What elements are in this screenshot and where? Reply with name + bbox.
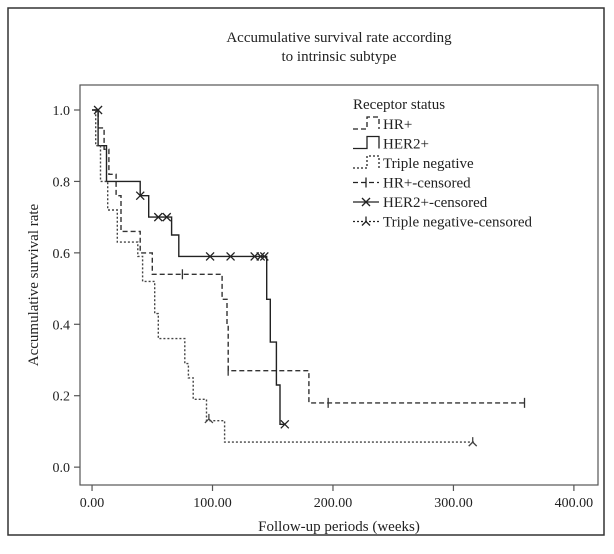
- legend-entry-4: HER2+-censored: [353, 195, 488, 211]
- legend-entry-5: Triple negative-censored: [353, 215, 532, 231]
- x-tick-label: 200.00: [314, 496, 353, 511]
- x-tick-label: 400.00: [555, 496, 594, 511]
- y-axis-label: Accumulative survival rate: [26, 203, 42, 366]
- legend-entry-2: Triple negative: [353, 155, 474, 172]
- y-tick-label: 0.6: [53, 247, 71, 262]
- legend-label: Triple negative: [383, 156, 474, 172]
- censor-marker-1: [93, 105, 103, 115]
- x-tick-label: 300.00: [434, 496, 473, 511]
- x-axis-label: Follow-up periods (weeks): [258, 519, 420, 535]
- legend-entry-3: HR+-censored: [353, 176, 471, 192]
- censor-marker-1: [135, 191, 145, 201]
- legend: Receptor status HR+ HER2+ Triple negative H…: [353, 97, 532, 231]
- legend-label: HER2+: [383, 137, 429, 153]
- censor-marker-1: [153, 212, 163, 222]
- censor-marker-1: [205, 251, 215, 261]
- censor-marker-2: [468, 437, 478, 447]
- censor-marker-1: [256, 251, 266, 261]
- legend-swatch: [353, 155, 380, 169]
- series-line-1: [92, 109, 285, 425]
- chart-title-line-1: Accumulative survival rate according: [226, 30, 452, 46]
- legend-label: HR+: [383, 117, 412, 133]
- legend-entry-1: HER2+: [353, 135, 429, 153]
- legend-entry-0: HR+: [353, 116, 412, 133]
- series-line-0: [92, 109, 526, 404]
- legend-marker: [361, 197, 371, 207]
- x-axis: 0.00 100.00 200.00 300.00 400.00: [80, 485, 593, 511]
- censor-marker-1: [280, 419, 290, 429]
- legend-label: Triple negative-censored: [383, 215, 532, 231]
- y-tick-label: 1.0: [53, 104, 71, 119]
- censor-marker-1: [259, 251, 269, 261]
- y-tick-label: 0.4: [53, 318, 71, 333]
- plot-frame: [79, 84, 599, 486]
- y-tick-label: 0.0: [53, 461, 71, 476]
- legend-label: HER2+-censored: [383, 195, 488, 211]
- legend-marker: [361, 216, 371, 226]
- x-tick-label: 100.00: [193, 496, 232, 511]
- censor-marker-2: [204, 413, 214, 424]
- series-line-2: [92, 109, 476, 443]
- series-layer: [92, 105, 526, 447]
- chart-title-line-2: to intrinsic subtype: [282, 49, 397, 65]
- legend-swatch: [353, 135, 380, 150]
- censor-marker-1: [226, 251, 236, 261]
- y-tick-label: 0.2: [53, 390, 71, 405]
- y-tick-label: 0.8: [53, 175, 71, 190]
- legend-title: Receptor status: [353, 97, 445, 113]
- figure-border: [7, 7, 605, 536]
- legend-label: HR+-censored: [383, 176, 471, 192]
- x-tick-label: 0.00: [80, 496, 105, 511]
- censor-marker-1: [162, 212, 172, 222]
- legend-swatch: [353, 116, 380, 130]
- y-axis: 0.0 0.2 0.4 0.6 0.8 1.0: [53, 104, 80, 476]
